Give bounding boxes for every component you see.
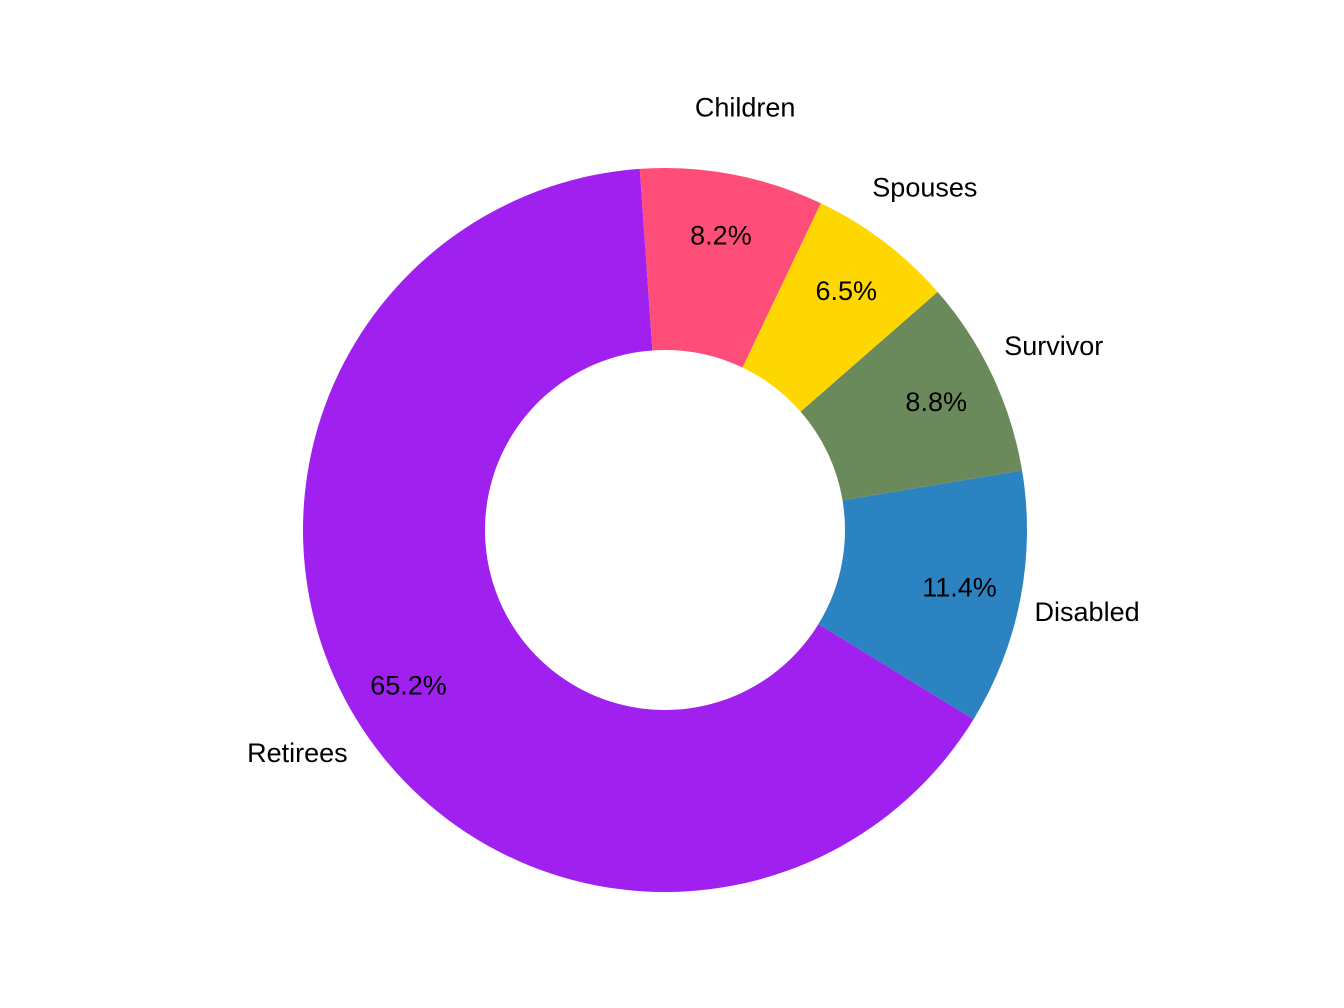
value-label-spouses: 6.5% [816, 276, 878, 306]
category-label-disabled: Disabled [1035, 597, 1140, 627]
value-label-survivor: 8.8% [905, 387, 967, 417]
slice-children [639, 168, 821, 368]
category-label-retirees: Retirees [247, 738, 348, 768]
category-label-survivor: Survivor [1004, 331, 1103, 361]
value-label-retirees: 65.2% [370, 671, 447, 701]
slice-retirees [303, 168, 974, 893]
value-label-children: 8.2% [690, 220, 752, 250]
value-label-disabled: 11.4% [922, 572, 997, 602]
slice-spouses [742, 203, 938, 412]
category-label-children: Children [695, 93, 796, 123]
slice-survivor [800, 291, 1023, 501]
slice-disabled [818, 470, 1027, 720]
category-label-spouses: Spouses [872, 172, 977, 202]
